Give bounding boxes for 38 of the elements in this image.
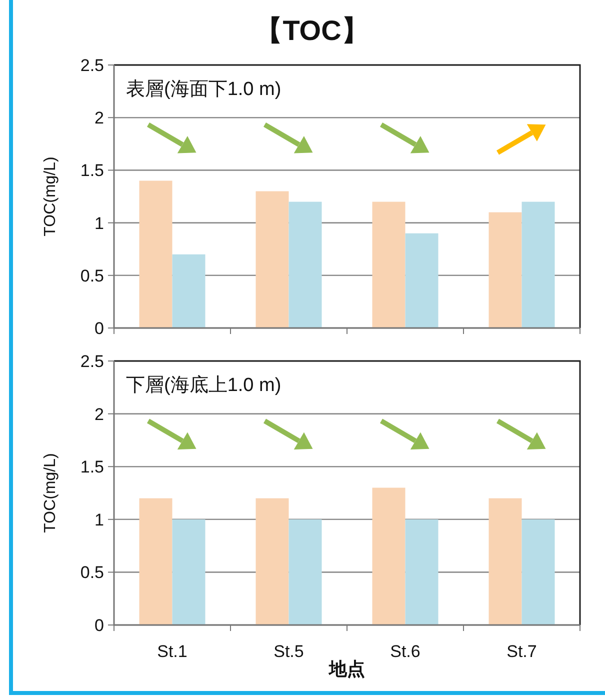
y-tick-label: 2.5 — [80, 56, 104, 75]
y-axis-title: TOC(mg/L) — [42, 453, 59, 533]
text: 下層(海底上1.0 m) — [126, 374, 282, 396]
chart-title: 【TOC】 — [254, 15, 370, 46]
y-tick-label: 2.5 — [80, 352, 104, 371]
y-tick-label: 0 — [94, 616, 104, 635]
bar — [488, 212, 522, 328]
y-tick-label: 0 — [94, 319, 104, 338]
y-tick-label: 1 — [94, 510, 104, 530]
x-axis-title: 地点 — [328, 659, 365, 679]
bar — [288, 202, 322, 328]
y-tick-label: 1.5 — [80, 161, 104, 180]
y-tick-label: 2 — [94, 108, 104, 128]
y-tick-label: 1 — [94, 214, 104, 233]
x-tick-label: St.6 — [390, 642, 420, 661]
bar — [172, 254, 206, 328]
bar — [172, 519, 206, 625]
x-tick-label: St.7 — [506, 642, 537, 661]
bar — [488, 498, 522, 625]
y-tick-label: 0.5 — [80, 563, 104, 582]
bar — [522, 519, 555, 625]
y-tick-label: 1.5 — [80, 458, 104, 477]
x-tick-label: St.1 — [157, 642, 188, 661]
bar — [256, 498, 289, 625]
bar — [288, 519, 322, 625]
bar — [372, 202, 406, 328]
x-tick-label: St.5 — [274, 642, 304, 661]
bar — [405, 519, 438, 625]
bar — [372, 488, 406, 625]
bar — [405, 233, 438, 328]
bar — [139, 180, 172, 328]
bar — [256, 191, 289, 328]
bar — [139, 498, 172, 625]
bar — [522, 202, 555, 328]
y-tick-label: 2 — [94, 404, 104, 424]
text: 表層(海面下1.0 m) — [126, 79, 282, 100]
y-tick-label: 0.5 — [80, 266, 104, 286]
y-axis-title: TOC(mg/L) — [42, 156, 59, 236]
